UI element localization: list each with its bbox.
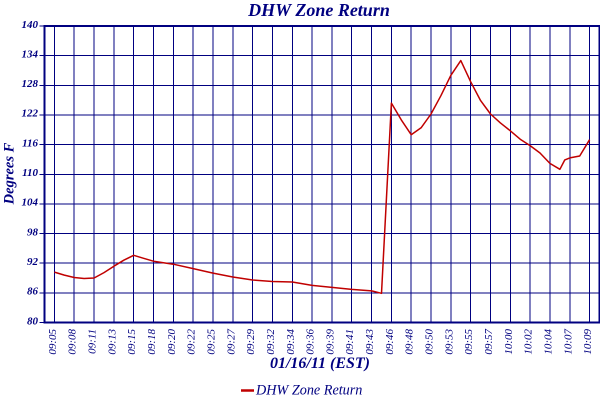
svg-text:09:43: 09:43 xyxy=(364,329,376,355)
svg-text:09:27: 09:27 xyxy=(225,329,237,355)
svg-text:09:41: 09:41 xyxy=(344,329,356,355)
svg-text:92: 92 xyxy=(27,256,39,268)
svg-text:116: 116 xyxy=(22,137,38,149)
svg-text:09:39: 09:39 xyxy=(324,329,336,355)
svg-text:09:20: 09:20 xyxy=(166,329,178,355)
svg-text:09:32: 09:32 xyxy=(265,329,277,355)
svg-text:10:04: 10:04 xyxy=(542,329,554,355)
svg-text:10:02: 10:02 xyxy=(523,329,535,355)
svg-text:128: 128 xyxy=(22,78,39,90)
svg-text:122: 122 xyxy=(22,108,39,120)
svg-text:110: 110 xyxy=(22,167,38,179)
svg-text:09:34: 09:34 xyxy=(285,329,297,355)
svg-text:09:18: 09:18 xyxy=(146,329,158,355)
svg-text:10:09: 10:09 xyxy=(582,329,594,355)
svg-text:09:57: 09:57 xyxy=(483,329,495,355)
svg-text:09:22: 09:22 xyxy=(186,329,198,355)
svg-text:98: 98 xyxy=(27,226,39,238)
svg-text:80: 80 xyxy=(27,315,39,327)
svg-text:09:25: 09:25 xyxy=(206,329,218,355)
svg-text:01/16/11 (EST): 01/16/11 (EST) xyxy=(270,355,370,372)
svg-text:86: 86 xyxy=(27,286,39,298)
svg-text:09:29: 09:29 xyxy=(245,329,257,355)
svg-text:09:48: 09:48 xyxy=(404,329,416,355)
svg-text:10:07: 10:07 xyxy=(562,329,574,355)
svg-text:09:13: 09:13 xyxy=(106,329,118,355)
svg-text:09:15: 09:15 xyxy=(126,329,138,355)
svg-text:10:00: 10:00 xyxy=(503,329,515,355)
svg-text:09:50: 09:50 xyxy=(424,329,436,355)
svg-text:134: 134 xyxy=(22,48,39,60)
svg-text:DHW Zone Return: DHW Zone Return xyxy=(247,0,390,20)
svg-text:09:05: 09:05 xyxy=(47,329,59,355)
svg-text:09:08: 09:08 xyxy=(67,329,79,355)
svg-text:09:36: 09:36 xyxy=(305,329,317,355)
svg-text:Degrees F: Degrees F xyxy=(2,142,18,205)
svg-text:104: 104 xyxy=(22,197,39,209)
svg-text:140: 140 xyxy=(22,19,39,31)
svg-text:09:11: 09:11 xyxy=(87,329,99,354)
svg-text:09:55: 09:55 xyxy=(463,329,475,355)
svg-text:09:53: 09:53 xyxy=(443,329,455,355)
svg-text:09:46: 09:46 xyxy=(384,329,396,355)
svg-text:DHW Zone Return: DHW Zone Return xyxy=(255,383,362,399)
